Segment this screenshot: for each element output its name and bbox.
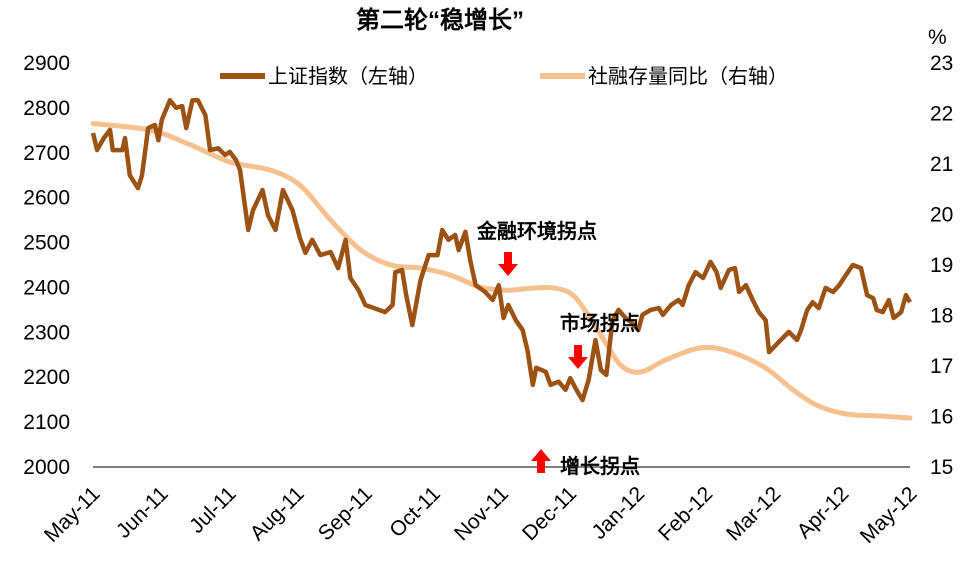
arrow-down-icon <box>498 252 518 276</box>
arrow-up-icon <box>531 449 551 473</box>
right-tick-label: 23 <box>930 52 953 75</box>
x-axis: May-11 Jun-11 Jul-11 Aug-11 Sep-11 Oct-11 Nov-… <box>40 466 922 548</box>
right-axis-unit: % <box>928 26 947 49</box>
x-tick-label: Jul-11 <box>185 482 241 538</box>
left-axis: 2000 2100 2200 2300 2400 2500 2600 2700 2800 2900 <box>23 52 70 479</box>
left-tick-label: 2000 <box>23 456 70 479</box>
left-tick-label: 2900 <box>23 52 70 75</box>
right-tick-label: 20 <box>930 204 953 227</box>
left-tick-label: 2200 <box>23 366 70 389</box>
legend: 上证指数（左轴） 社融存量同比（右轴） <box>220 65 788 88</box>
x-tick-label: May-11 <box>40 482 105 547</box>
x-tick-label: Feb-12 <box>654 482 717 545</box>
left-tick-label: 2300 <box>23 321 70 344</box>
right-tick-label: 16 <box>930 406 953 429</box>
left-tick-label: 2600 <box>23 187 70 210</box>
arrow-down-icon <box>568 345 588 369</box>
right-axis: 15 16 17 18 19 20 21 22 23 <box>930 52 953 479</box>
left-tick-label: 2800 <box>23 97 70 120</box>
x-tick-label: Nov-11 <box>450 482 513 545</box>
chart-title: 第二轮“稳增长” <box>356 6 524 34</box>
annotation-label: 市场拐点 <box>560 311 640 335</box>
x-tick-label: Jan-12 <box>588 482 650 544</box>
right-tick-label: 21 <box>930 153 953 176</box>
right-tick-label: 17 <box>930 355 953 378</box>
x-tick-label: Aug-11 <box>246 482 309 545</box>
left-tick-label: 2100 <box>23 411 70 434</box>
annotation-label: 金融环境拐点 <box>476 219 597 243</box>
right-tick-label: 18 <box>930 305 953 328</box>
left-tick-label: 2400 <box>23 276 70 299</box>
annotation-label: 增长拐点 <box>560 454 640 478</box>
x-tick-label: Jun-11 <box>112 482 173 543</box>
legend-label-index: 上证指数（左轴） <box>268 65 428 88</box>
x-tick-label: Sep-11 <box>314 482 377 545</box>
x-tick-label: Mar-12 <box>722 482 785 545</box>
legend-label-financing: 社融存量同比（右轴） <box>588 65 788 88</box>
right-tick-label: 19 <box>930 254 953 277</box>
x-tick-label: Dec-11 <box>518 482 581 545</box>
right-tick-label: 22 <box>930 103 953 126</box>
series-line-financing <box>90 121 913 421</box>
x-tick-label: May-12 <box>856 482 922 548</box>
x-tick-label: Apr-12 <box>793 482 854 543</box>
right-tick-label: 15 <box>930 456 953 479</box>
left-tick-label: 2500 <box>23 232 70 255</box>
x-tick-label: Oct-11 <box>385 482 445 542</box>
plot-area <box>90 98 913 421</box>
series-line-index <box>90 98 912 403</box>
left-tick-label: 2700 <box>23 142 70 165</box>
